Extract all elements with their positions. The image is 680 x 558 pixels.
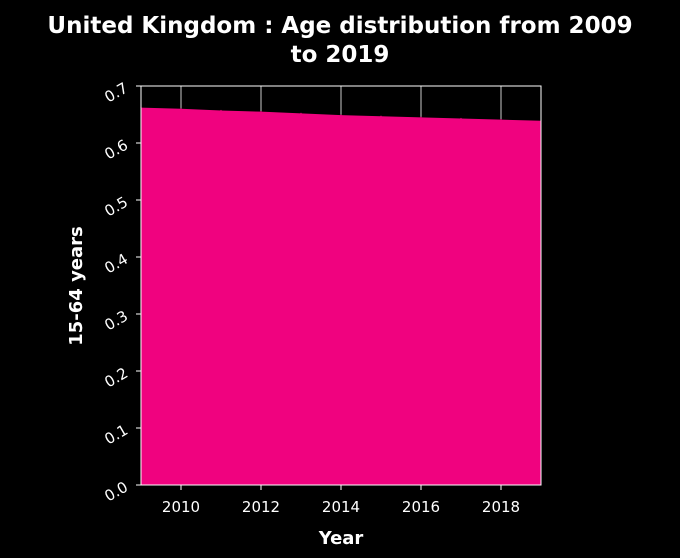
data-point	[380, 115, 382, 117]
data-point	[180, 108, 182, 110]
data-point	[460, 117, 462, 120]
x-tick-label: 2014	[322, 498, 360, 516]
x-tick-label: 2012	[242, 498, 280, 516]
x-tick-label: 2016	[402, 498, 440, 516]
data-point	[260, 111, 262, 113]
chart-title-line-2: to 2019	[291, 42, 390, 68]
chart-title-line-1: United Kingdom : Age distribution from 2…	[47, 13, 632, 39]
x-tick-label: 2010	[162, 498, 200, 516]
x-tick-label: 2018	[482, 498, 520, 516]
area-series-0	[141, 107, 541, 485]
data-point	[220, 109, 222, 112]
data-point	[420, 116, 422, 118]
x-axis-title: Year	[318, 528, 364, 549]
data-point	[300, 112, 302, 114]
y-axis-title: 15-64 years	[66, 226, 87, 346]
data-point	[340, 114, 342, 116]
data-point	[500, 119, 502, 121]
plot-area: 2010 2012 2014 2016 20180.00.10.20.30.40.50.…	[101, 79, 542, 516]
